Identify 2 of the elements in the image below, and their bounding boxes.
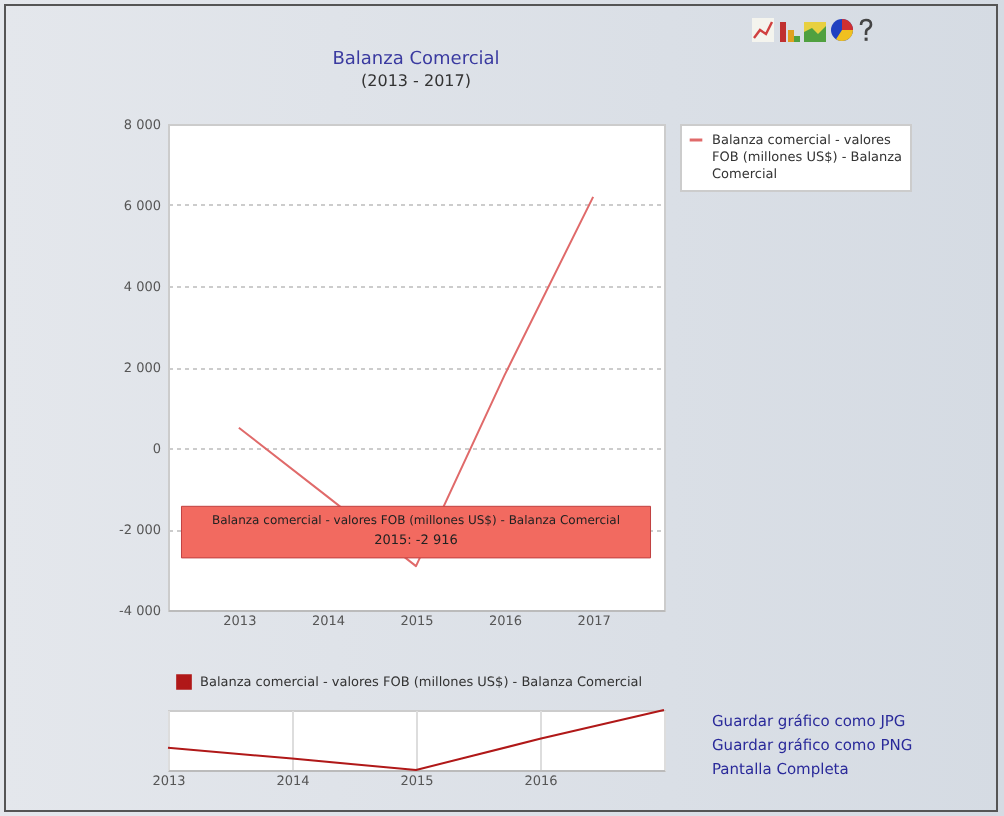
chart-subtitle: (2013 - 2017) [361, 72, 471, 90]
chart-title: Balanza Comercial [332, 50, 500, 70]
